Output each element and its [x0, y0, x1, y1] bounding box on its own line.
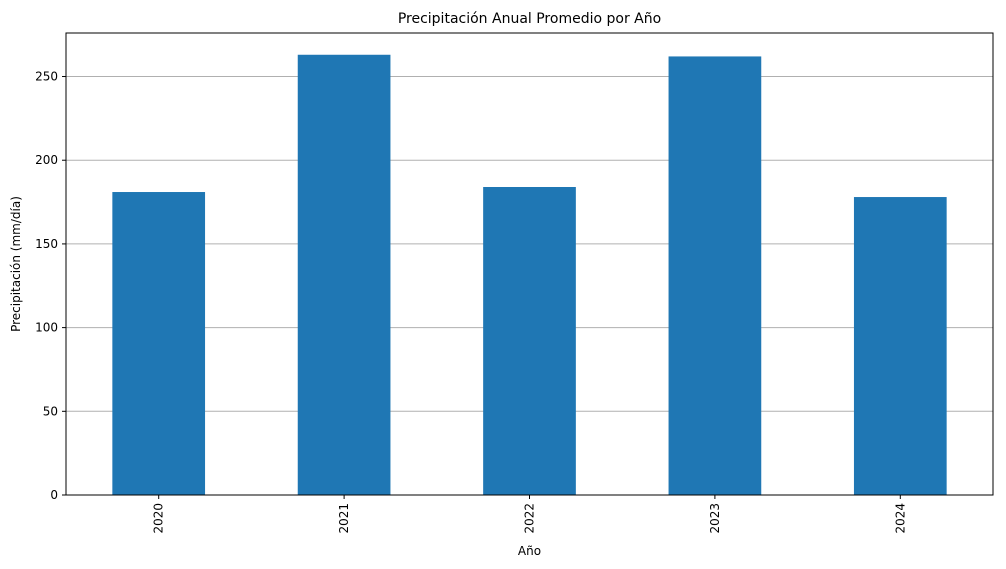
bar-2023: [668, 56, 762, 495]
y-tick-label: 50: [43, 404, 58, 418]
y-axis-label: Precipitación (mm/día): [9, 196, 23, 332]
x-tick-label: 2021: [337, 503, 351, 534]
y-tick-label: 100: [35, 321, 58, 335]
chart-title: Precipitación Anual Promedio por Año: [398, 11, 661, 27]
x-tick-label: 2022: [523, 503, 537, 534]
bar-2024: [853, 197, 947, 496]
y-tick-label: 150: [35, 237, 58, 251]
bar-2020: [112, 192, 206, 496]
y-tick-label: 250: [35, 70, 58, 84]
y-tick-label: 200: [35, 153, 58, 167]
x-tick-label: 2020: [152, 503, 166, 534]
x-axis-label: Año: [518, 544, 541, 558]
y-tick-label: 0: [50, 488, 58, 502]
bar-2021: [297, 54, 391, 496]
x-tick-label: 2024: [893, 503, 907, 534]
y-axis-ticks: 0 50 100 150 200 250: [35, 70, 66, 502]
bars: [112, 54, 947, 496]
bar-2022: [483, 187, 576, 495]
x-tick-label: 2023: [708, 503, 722, 534]
x-axis-ticks: 2020 2021 2022 2023 2024: [152, 495, 907, 534]
